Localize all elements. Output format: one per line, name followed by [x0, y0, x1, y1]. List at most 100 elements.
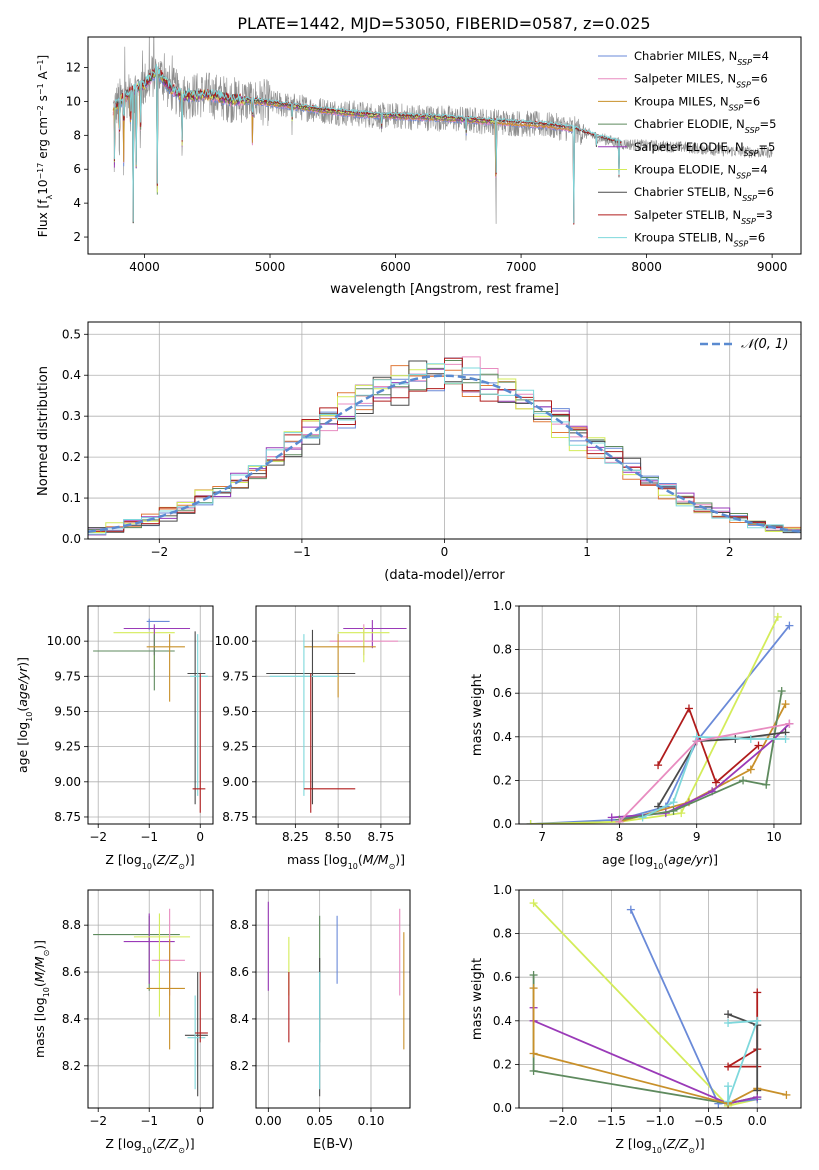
y-tick-label: 0.4: [493, 1014, 512, 1028]
model-spectrum-salpeter-stelib: [113, 64, 622, 225]
y-tick-label: 0.5: [62, 327, 81, 341]
x-tick-label: 0: [196, 1114, 204, 1128]
histogram-axes: −2 −1 0 1 2 0.0 0.1 0.2 0.3 0.4 0.5 (data-model)/er…: [36, 321, 802, 583]
y-tick-label: 8.4: [230, 1012, 249, 1026]
x-tick-label: 0.05: [306, 1114, 333, 1128]
x-axis-label: Z [log10(Z/Z⊙)]: [615, 1136, 704, 1155]
x-tick-label: −2: [89, 830, 107, 844]
spectrum-content: [112, 37, 773, 225]
y-tick-label: 9.50: [54, 704, 81, 718]
legend-entry: Salpeter STELIB, NSSP=3: [634, 208, 773, 226]
model-spectrum-kroupa-elodie: [113, 68, 496, 223]
x-tick-label: 2: [726, 545, 734, 559]
x-tick-label: −2: [89, 1114, 107, 1128]
x-axis-label: Z [log10(Z/Z⊙)]: [105, 852, 194, 871]
y-tick-label: 8.6: [230, 965, 249, 979]
x-tick-label: 8.50: [325, 830, 352, 844]
mass-vs-EBV-content: [267, 901, 405, 1097]
legend-entry: Chabrier ELODIE, NSSP=5: [634, 117, 776, 135]
legend: Chabrier MILES, NSSP=4 Salpeter MILES, NS…: [598, 49, 776, 248]
x-tick-label: 0.10: [358, 1114, 385, 1128]
x-tick-label: 7000: [506, 260, 537, 274]
y-tick-label: 8: [73, 128, 81, 142]
y-tick-label: 0.8: [493, 643, 512, 657]
x-axis-label: Z [log10(Z/Z⊙)]: [105, 1136, 194, 1155]
gaussian-curve: [88, 374, 801, 534]
y-tick-label: 0.6: [493, 970, 512, 984]
x-tick-label: 5000: [255, 260, 286, 274]
x-tick-label: 1: [583, 545, 591, 559]
y-tick-label: 10: [66, 94, 81, 108]
y-tick-label: 0.0: [493, 1101, 512, 1115]
x-axis-label: mass [log10(M/M⊙)]: [287, 852, 405, 871]
x-tick-label: 6000: [380, 260, 411, 274]
x-tick-label: 8.75: [368, 830, 395, 844]
y-tick-label: 0.6: [493, 686, 512, 700]
legend-entry: Chabrier STELIB, NSSP=6: [634, 185, 774, 203]
x-tick-label: 8: [616, 830, 624, 844]
x-tick-label: 0.0: [748, 1114, 767, 1128]
y-tick-label: 8.2: [62, 1059, 81, 1073]
figure-title: PLATE=1442, MJD=53050, FIBERID=0587, z=0…: [237, 14, 650, 33]
y-axis-label: age [log10(age/yr)]: [15, 657, 34, 773]
y-tick-label: 0.2: [493, 773, 512, 787]
histogram-content: [88, 356, 801, 539]
legend-entry: Kroupa ELODIE, NSSP=4: [634, 163, 768, 181]
y-tick-label: 10.00: [215, 634, 249, 648]
y-tick-label: 9.25: [222, 740, 249, 754]
mass-vs-EBV-axes: 0.00 0.05 0.10 8.2 8.4 8.6 8.8 E(B-V): [230, 889, 411, 1152]
x-tick-label: 4000: [129, 260, 160, 274]
y-tick-label: 0.0: [62, 532, 81, 546]
y-tick-label: 4: [73, 196, 81, 210]
weight-vs-Z-axes: −2.0 −1.5 −1.0 −0.5 0.0 0.0 0.2 0.4 0.6 0.8 1.0 Z […: [470, 883, 802, 1155]
model-spectrum-kroupa-stelib: [113, 63, 622, 224]
x-tick-label: −1: [140, 830, 158, 844]
y-tick-label: 9.75: [54, 669, 81, 683]
legend-entry: Chabrier MILES, NSSP=4: [634, 49, 769, 67]
series-line: [657, 731, 786, 808]
x-tick-label: −1: [293, 545, 311, 559]
legend-entry: Kroupa MILES, NSSP=6: [634, 94, 760, 112]
x-tick-label: −1.0: [645, 1114, 674, 1128]
y-tick-label: 0.2: [493, 1057, 512, 1071]
y-tick-label: 0.8: [493, 927, 512, 941]
x-tick-label: −2.0: [548, 1114, 577, 1128]
y-axis-label: mass weight: [470, 958, 485, 1040]
weight-vs-age-axes: 7 8 9 10 0.0 0.2 0.4 0.6 0.8 1.0 age [log10(age/yr…: [470, 599, 802, 871]
y-tick-label: 9.00: [54, 775, 81, 789]
age-vs-Z-axes: −2 −1 0 8.75 9.00 9.25 9.50 9.75 10.00 Z [log10(Z…: [15, 605, 214, 871]
y-tick-label: 8.75: [222, 810, 249, 824]
y-tick-label: 8.75: [54, 810, 81, 824]
x-axis-label: (data-model)/error: [384, 568, 505, 583]
age-vs-mass-content: [266, 620, 407, 813]
y-axis-label: mass weight: [470, 674, 485, 756]
x-tick-label: 9000: [757, 260, 788, 274]
histogram-kroupa-stelib: [88, 363, 801, 539]
y-tick-label: 8.8: [62, 918, 81, 932]
legend-entry: Salpeter ELODIE, NSSP=5: [634, 140, 775, 158]
age-vs-Z-content: [93, 618, 208, 813]
x-tick-label: 9: [693, 830, 701, 844]
plots-layer: 4000 5000 6000 7000 8000 900024681012waveleng…: [15, 36, 802, 1155]
y-tick-label: 9.00: [222, 775, 249, 789]
axes-frame: [87, 36, 802, 255]
legend-entry: Kroupa STELIB, NSSP=6: [634, 231, 765, 249]
x-tick-label: −1.5: [597, 1114, 626, 1128]
y-tick-label: 0.1: [62, 491, 81, 505]
x-axis-label: age [log10(age/yr)]: [602, 852, 718, 871]
y-tick-label: 8.2: [230, 1059, 249, 1073]
y-axis-label: Normed distribution: [36, 366, 51, 496]
axes-frame: [255, 889, 411, 1109]
x-axis-label: wavelength [Angstrom, rest frame]: [330, 282, 559, 297]
weight-vs-Z-content: [529, 899, 791, 1108]
x-tick-label: 0: [441, 545, 449, 559]
mass-vs-Z-content: [93, 908, 208, 1097]
axes-frame: [87, 889, 214, 1109]
y-tick-label: 0.0: [493, 817, 512, 831]
axes-frame: [255, 605, 411, 825]
axes-frame: [518, 605, 802, 825]
y-tick-label: 8.8: [230, 918, 249, 932]
x-tick-label: 10: [766, 830, 781, 844]
x-tick-label: 8000: [631, 260, 662, 274]
